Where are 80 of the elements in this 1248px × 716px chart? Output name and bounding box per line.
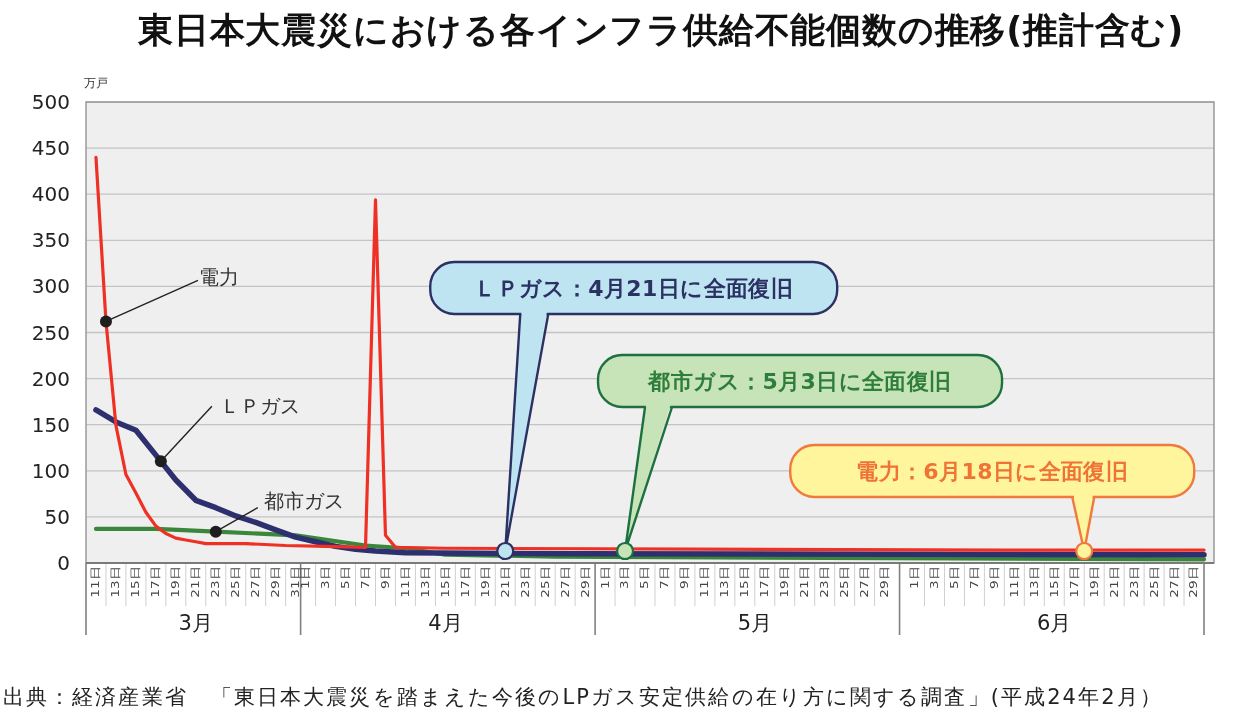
x-tick-label: 11日 [1008,567,1021,598]
x-tick-label: 27日 [1168,567,1181,598]
x-tick-label: 15日 [439,567,452,598]
x-tick-label: 7日 [359,567,372,590]
x-tick-label: 17日 [149,567,162,598]
y-tick-label: 150 [31,412,70,437]
x-tick-label: 25日 [838,567,851,598]
x-tick-label: 23日 [209,567,222,598]
series-label: 都市ガス [263,490,344,514]
x-tick-label: 19日 [778,567,791,598]
x-tick-label: 7日 [968,567,981,590]
x-tick-label: 27日 [249,567,262,598]
y-tick-label: 300 [31,274,70,299]
x-tick-label: 3日 [928,567,941,590]
chart-title: 東日本大震災における各インフラ供給不能個数の推移(推計含む) [137,10,1184,50]
x-tick-label: 15日 [129,567,142,598]
x-tick-label: 17日 [758,567,771,598]
x-tick-label: 19日 [169,567,182,598]
x-tick-label: 11日 [698,567,711,598]
y-tick-label: 200 [31,366,70,391]
y-tick-label: 250 [31,320,70,345]
y-tick-label: 0 [57,551,70,575]
annotation: 都市ガス：5月3日に全面復旧 [647,368,952,394]
x-tick-label: 11日 [89,567,103,598]
x-tick-label: 23日 [519,567,532,598]
x-tick-label: 9日 [988,567,1001,590]
x-tick-label: 17日 [459,567,472,598]
x-tick-label: 21日 [499,567,512,598]
x-tick-label: 21日 [798,567,811,598]
x-tick-label: 13日 [109,567,122,598]
x-tick-label: 17日 [1068,567,1081,598]
x-tick-label: 13日 [718,567,731,598]
y-tick-label: 400 [31,182,70,207]
x-tick-label: 29日 [1188,567,1201,598]
annotation: 電力：6月18日に全面復旧 [856,458,1129,484]
x-tick-label: 31日 [289,567,302,598]
line-series [94,155,1206,552]
x-tick-label: 25日 [229,567,242,598]
x-tick-label: 9日 [678,567,691,590]
x-tick-label: 23日 [818,567,831,598]
x-tick-label: 11日 [399,567,412,598]
annotation: ＬＰガス：4月21日に全面復旧 [474,275,794,301]
x-tick-label: 13日 [1028,567,1041,598]
x-tick-label: 25日 [539,567,552,598]
x-tick-label: 5日 [638,567,652,590]
x-tick-label: 29日 [878,567,891,598]
y-axis-title: 万戸 [84,76,108,90]
x2-tick-label: 4月 [428,611,463,635]
text: 電力 [198,265,239,289]
x-tick-label: 25日 [1148,567,1161,598]
x-tick-label: 3日 [319,567,332,590]
x-tick-label: 5日 [948,567,961,590]
source-note: 出典：経済産業省 「東日本大震災を踏まえた今後のLPガス安定供給の在り方に関する調査」(平成24年2月） [3,685,1163,709]
x-tick-label: 29日 [579,567,592,598]
y-tick-label: 350 [31,228,70,253]
y-tick-label: 500 [31,90,70,114]
y-tick-label: 450 [31,136,70,161]
x-tick-label: 9日 [379,567,392,590]
text: ＬＰガス [219,394,300,418]
x-tick-label: 21日 [189,567,202,598]
x-tick-label: 1日 [908,567,921,590]
x-tick-label: 7日 [658,567,672,590]
x-tick-label: 3日 [619,567,632,590]
y-tick-label: 100 [31,458,70,483]
x-tick-label: 29日 [269,567,282,598]
x-tick-label: 19日 [1088,567,1101,598]
y-tick-label: 50 [44,504,70,529]
x-tick-label: 19日 [479,567,492,598]
x2-tick-label: 6月 [1037,611,1072,635]
x-tick-label: 1日 [599,567,612,590]
x-tick-label: 13日 [419,567,432,598]
x-tick-label: 15日 [1048,567,1061,598]
x-tick-label: 23日 [1128,567,1141,598]
x-tick-label: 27日 [858,567,871,598]
x-tick-label: 27日 [559,567,572,598]
x-tick-label: 5日 [339,567,352,590]
x2-tick-label: 5月 [737,611,772,635]
x-tick-label: 15日 [738,567,751,598]
x-tick-label: 21日 [1108,567,1121,598]
x2-tick-label: 3月 [178,611,213,635]
